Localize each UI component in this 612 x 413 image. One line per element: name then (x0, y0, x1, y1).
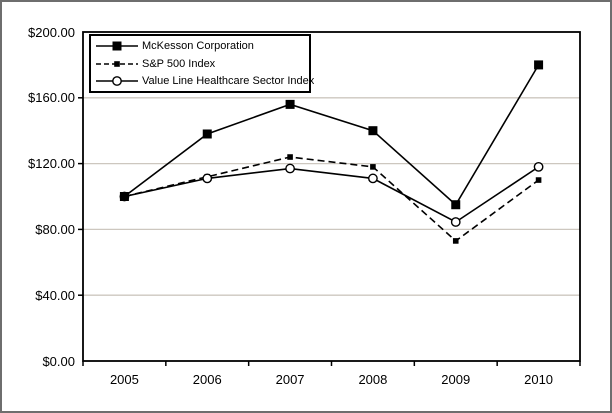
legend-solid-line-open-circle-icon (95, 74, 139, 88)
legend-label: Value Line Healthcare Sector Index (142, 75, 315, 87)
chart-legend: McKesson Corporation S&P 500 Index Value… (89, 34, 314, 93)
y-axis-tick-label: $160.00 (28, 90, 75, 106)
legend-label: McKesson Corporation (142, 40, 254, 52)
y-axis-tick-label: $200.00 (28, 24, 75, 40)
y-axis-tick-label: $40.00 (35, 287, 75, 303)
legend-solid-line-filled-square-icon (95, 39, 139, 53)
y-axis-tick-label: $80.00 (35, 221, 75, 237)
legend-label: S&P 500 Index (142, 57, 216, 70)
x-axis-tick-label: 2006 (192, 372, 222, 387)
legend-dashed-line-small-square-icon (95, 57, 139, 71)
x-axis-tick-label: 2005 (109, 372, 139, 387)
y-axis-tick-label: $120.00 (28, 156, 75, 172)
x-axis-tick-label: 2008 (358, 372, 388, 387)
legend-item: S&P 500 Index (95, 55, 307, 72)
x-axis-tick-label: 2007 (275, 372, 305, 387)
x-axis-tick-label: 2009 (441, 372, 471, 387)
y-axis-tick-label: $0.00 (42, 353, 75, 369)
x-axis-tick-label: 2010 (524, 372, 554, 387)
legend-item: McKesson Corporation (95, 38, 307, 55)
legend-item: Value Line Healthcare Sector Index (95, 73, 314, 90)
